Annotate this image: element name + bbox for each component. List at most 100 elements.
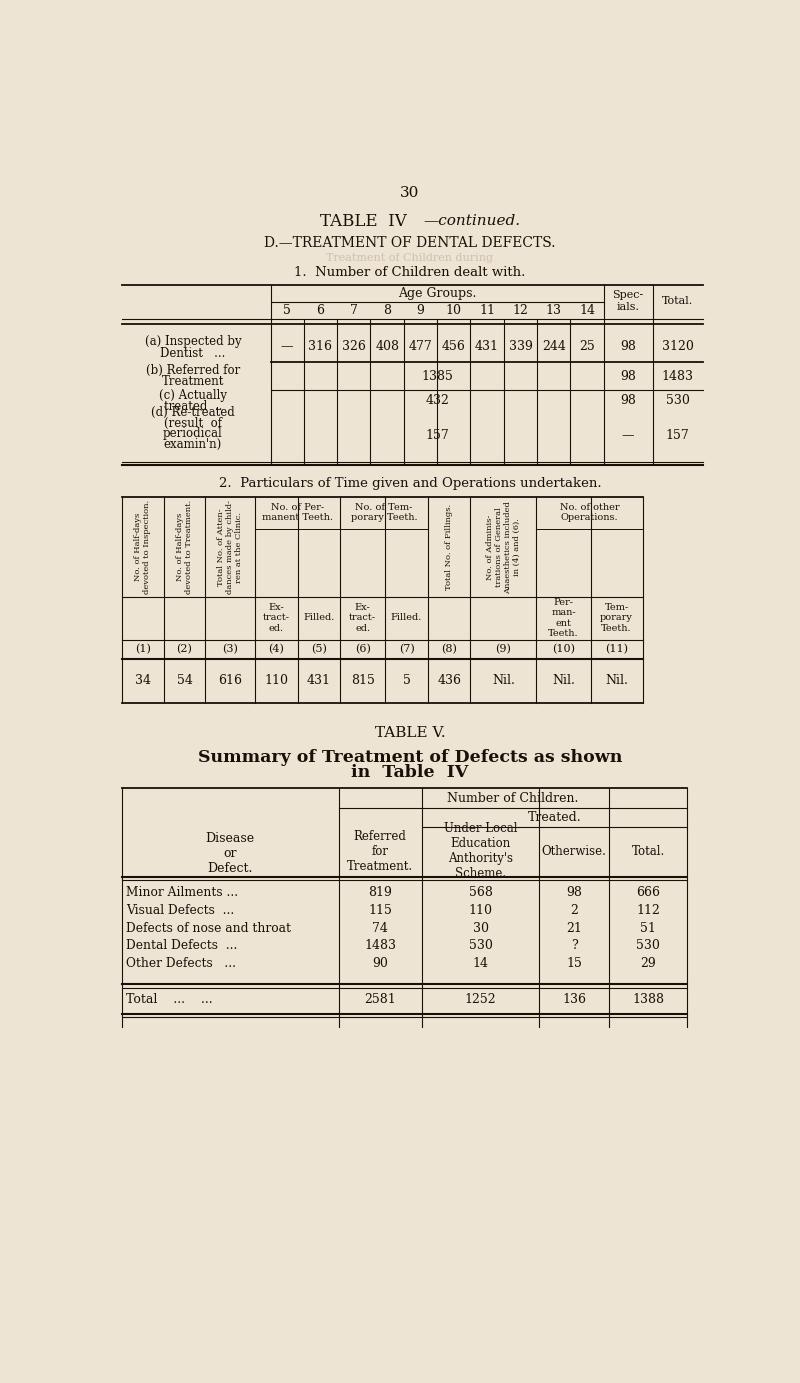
Text: No. of Half-days
devoted to Inspection.: No. of Half-days devoted to Inspection.	[134, 501, 151, 595]
Text: 5: 5	[283, 304, 291, 317]
Text: (7): (7)	[398, 643, 414, 654]
Text: 136: 136	[562, 993, 586, 1007]
Text: (6): (6)	[354, 643, 370, 654]
Text: Total    ...    ...: Total ... ...	[126, 993, 213, 1007]
Text: 14: 14	[579, 304, 595, 317]
Text: No. of other
Operations.: No. of other Operations.	[560, 503, 619, 523]
Text: 1483: 1483	[364, 939, 396, 953]
Text: periodical: periodical	[163, 427, 223, 440]
Text: Total.: Total.	[632, 845, 665, 857]
Text: Nil.: Nil.	[492, 674, 515, 687]
Text: Other Defects   ...: Other Defects ...	[126, 957, 236, 971]
Text: 157: 157	[426, 429, 449, 443]
Text: (d) Re-treated: (d) Re-treated	[151, 405, 235, 419]
Text: TABLE  IV: TABLE IV	[320, 213, 407, 230]
Text: (c) Actually: (c) Actually	[159, 389, 227, 402]
Text: Spec-
ials.: Spec- ials.	[613, 290, 644, 311]
Text: 2: 2	[570, 904, 578, 917]
Text: examin'n): examin'n)	[164, 438, 222, 451]
Text: 408: 408	[375, 340, 399, 354]
Text: 316: 316	[309, 340, 333, 354]
Text: 819: 819	[368, 887, 392, 899]
Text: Filled.: Filled.	[303, 614, 334, 622]
Text: Nil.: Nil.	[552, 674, 575, 687]
Text: Visual Defects  ...: Visual Defects ...	[126, 904, 234, 917]
Text: 13: 13	[546, 304, 562, 317]
Text: 98: 98	[620, 394, 636, 408]
Text: 34: 34	[134, 674, 150, 687]
Text: treated  ..: treated ..	[164, 400, 222, 412]
Text: 30: 30	[473, 921, 489, 935]
Text: —: —	[281, 340, 294, 354]
Text: —: —	[622, 429, 634, 443]
Text: 666: 666	[636, 887, 660, 899]
Text: 244: 244	[542, 340, 566, 354]
Text: (10): (10)	[552, 643, 575, 654]
Text: ?: ?	[571, 939, 578, 953]
Text: Disease
or
Defect.: Disease or Defect.	[206, 833, 254, 875]
Text: (9): (9)	[495, 643, 511, 654]
Text: 15: 15	[566, 957, 582, 971]
Text: Age Groups.: Age Groups.	[398, 288, 476, 300]
Text: 431: 431	[307, 674, 331, 687]
Text: Nil.: Nil.	[605, 674, 628, 687]
Text: Under Local
Education
Anthority's
Scheme.: Under Local Education Anthority's Scheme…	[444, 823, 518, 880]
Text: Number of Children.: Number of Children.	[447, 792, 578, 805]
Text: 6: 6	[317, 304, 325, 317]
Text: 436: 436	[437, 674, 461, 687]
Text: Treatment: Treatment	[162, 375, 224, 389]
Text: Treated.: Treated.	[528, 810, 582, 824]
Text: 431: 431	[475, 340, 499, 354]
Text: (4): (4)	[268, 643, 284, 654]
Text: 14: 14	[473, 957, 489, 971]
Text: 110: 110	[264, 674, 288, 687]
Text: 1385: 1385	[421, 369, 453, 383]
Text: 25: 25	[579, 340, 595, 354]
Text: (11): (11)	[605, 643, 628, 654]
Text: 1388: 1388	[632, 993, 664, 1007]
Text: Filled.: Filled.	[391, 614, 422, 622]
Text: 110: 110	[469, 904, 493, 917]
Text: D.—TREATMENT OF DENTAL DEFECTS.: D.—TREATMENT OF DENTAL DEFECTS.	[264, 236, 556, 250]
Text: 9: 9	[417, 304, 425, 317]
Text: 29: 29	[641, 957, 656, 971]
Text: Total.: Total.	[662, 296, 694, 306]
Text: 815: 815	[350, 674, 374, 687]
Text: 98: 98	[566, 887, 582, 899]
Text: Dentist   ...: Dentist ...	[160, 347, 226, 360]
Text: 12: 12	[513, 304, 528, 317]
Text: No. of Tem-
porary Teeth.: No. of Tem- porary Teeth.	[350, 503, 418, 523]
Text: 530: 530	[469, 939, 493, 953]
Text: (8): (8)	[442, 643, 457, 654]
Text: 7: 7	[350, 304, 358, 317]
Text: Minor Ailments ...: Minor Ailments ...	[126, 887, 238, 899]
Text: 5: 5	[402, 674, 410, 687]
Text: Defects of nose and throat: Defects of nose and throat	[126, 921, 291, 935]
Text: 98: 98	[620, 340, 636, 354]
Text: No. of Per-
manent Teeth.: No. of Per- manent Teeth.	[262, 503, 333, 523]
Text: 2581: 2581	[364, 993, 396, 1007]
Text: 98: 98	[620, 369, 636, 383]
Text: 326: 326	[342, 340, 366, 354]
Text: in  Table  IV: in Table IV	[351, 765, 469, 781]
Text: 8: 8	[383, 304, 391, 317]
Text: 530: 530	[636, 939, 660, 953]
Text: 51: 51	[640, 921, 656, 935]
Text: 1483: 1483	[662, 369, 694, 383]
Text: (3): (3)	[222, 643, 238, 654]
Text: 90: 90	[372, 957, 388, 971]
Text: Total No. of Fillings.: Total No. of Fillings.	[445, 503, 453, 591]
Text: 115: 115	[368, 904, 392, 917]
Text: Dental Defects  ...: Dental Defects ...	[126, 939, 238, 953]
Text: 432: 432	[425, 394, 449, 408]
Text: (2): (2)	[177, 643, 193, 654]
Text: 21: 21	[566, 921, 582, 935]
Text: Per-
man-
ent
Teeth.: Per- man- ent Teeth.	[548, 597, 578, 638]
Text: Ex-
tract-
ed.: Ex- tract- ed.	[263, 603, 290, 633]
Text: TABLE V.: TABLE V.	[374, 726, 446, 740]
Text: 477: 477	[409, 340, 432, 354]
Text: Referred
for
Treatment.: Referred for Treatment.	[347, 830, 414, 873]
Text: (b) Referred for: (b) Referred for	[146, 364, 240, 378]
Text: —continued.: —continued.	[423, 214, 521, 228]
Text: (1): (1)	[134, 643, 150, 654]
